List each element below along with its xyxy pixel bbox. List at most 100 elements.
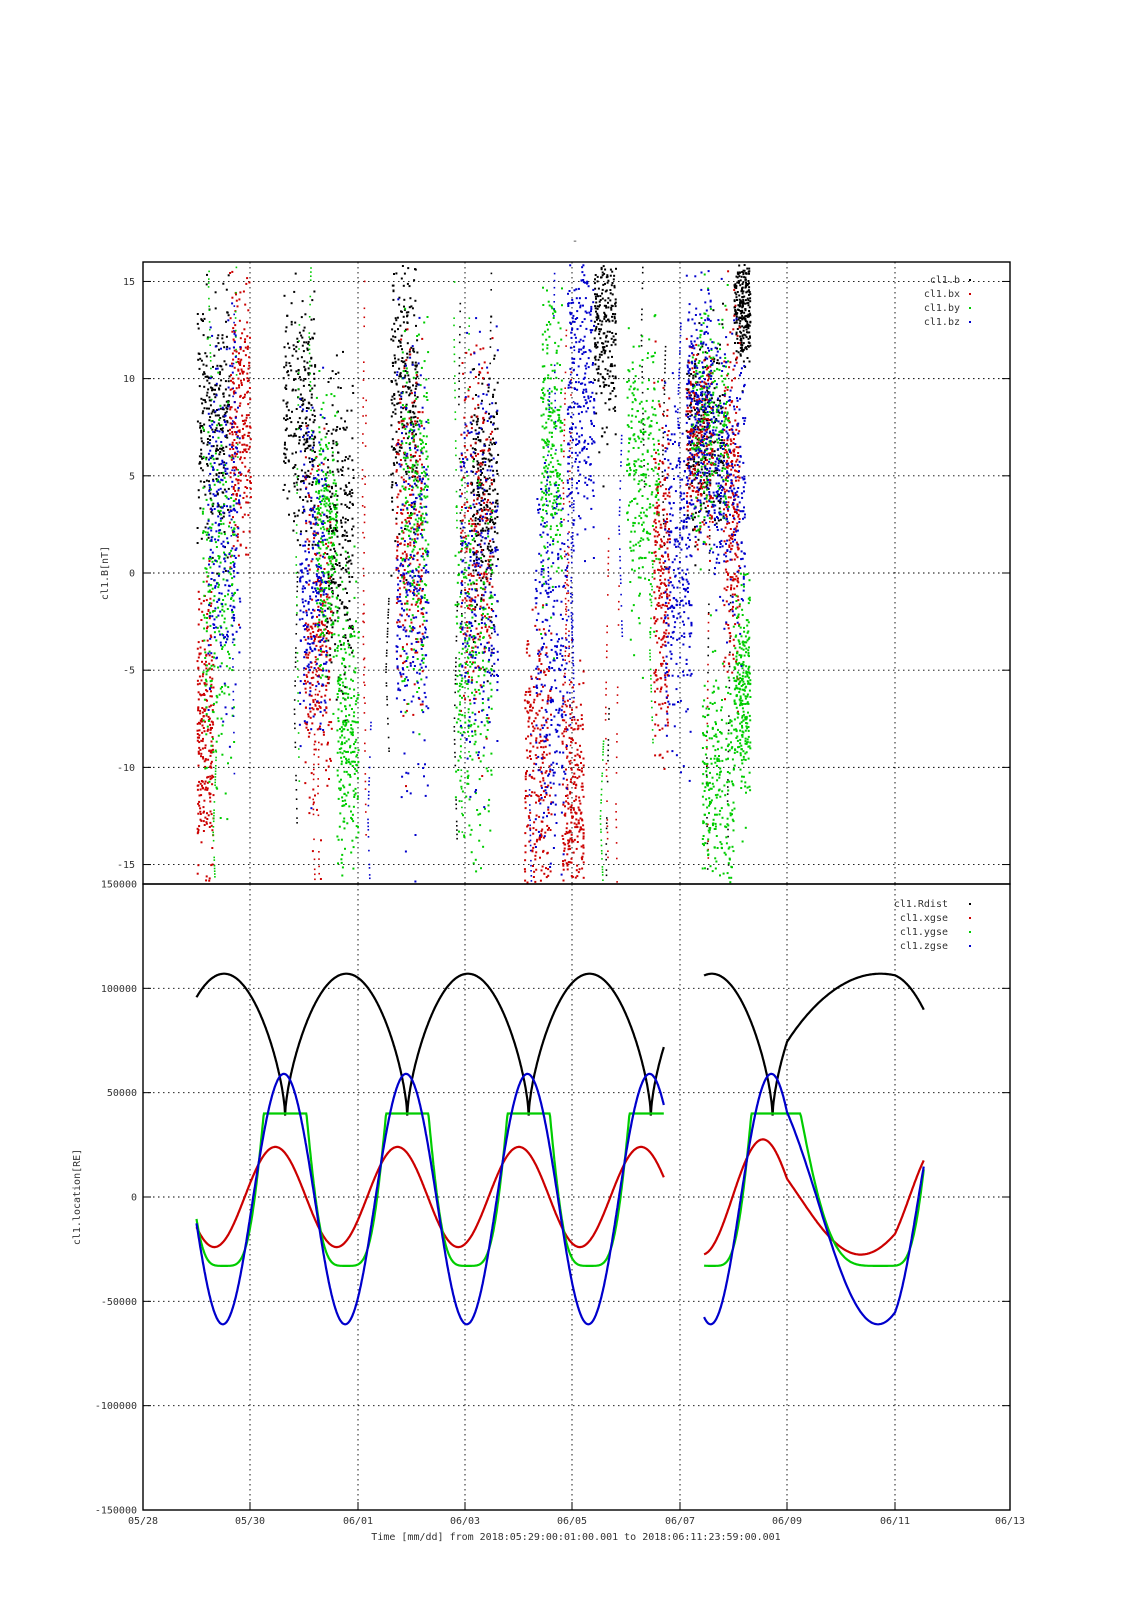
bfield-point (662, 522, 665, 525)
bfield-point (362, 433, 364, 435)
bfield-point (705, 419, 708, 422)
bfield-point (716, 362, 718, 364)
bfield-point (473, 368, 475, 371)
bfield-point (327, 639, 330, 642)
bfield-point (700, 468, 703, 471)
bfield-point (686, 410, 689, 413)
bfield-point (614, 409, 617, 412)
bfield-point (328, 596, 331, 599)
bfield-point (341, 460, 344, 463)
bfield-point (401, 426, 404, 429)
bfield-point (687, 391, 690, 394)
bfield-point (736, 356, 739, 359)
bfield-point (729, 528, 732, 530)
bfield-point (744, 334, 747, 337)
bfield-point (330, 661, 333, 664)
bfield-point (235, 466, 237, 469)
bfield-point (483, 668, 486, 671)
bfield-point (668, 594, 671, 597)
bfield-point (727, 624, 730, 626)
bfield-point (571, 719, 573, 722)
bfield-point (699, 528, 702, 531)
bfield-point (737, 351, 740, 354)
bfield-point (550, 632, 553, 635)
bfield-point (208, 877, 211, 880)
bfield-point (486, 603, 489, 606)
bfield-point (483, 361, 486, 364)
bfield-point (205, 394, 208, 397)
bfield-point (484, 615, 486, 618)
bfield-point (199, 693, 202, 696)
bfield-point (202, 787, 205, 790)
bfield-point (735, 460, 738, 463)
bfield-point (454, 764, 457, 767)
bfield-point (293, 348, 296, 351)
bfield-point (693, 478, 696, 481)
bfield-point (733, 284, 736, 287)
bfield-point (340, 503, 343, 506)
bfield-point (728, 686, 731, 689)
bfield-point (733, 511, 736, 513)
bfield-point (707, 654, 709, 657)
bfield-point (747, 324, 750, 326)
bfield-point (605, 344, 608, 347)
bfield-point (481, 517, 484, 520)
bfield-point (326, 784, 329, 787)
bfield-point (575, 818, 578, 821)
bfield-point (727, 750, 730, 753)
bfield-point (351, 384, 354, 387)
bfield-point (297, 373, 300, 375)
bfield-point (534, 624, 537, 627)
bfield-point (304, 721, 307, 724)
bfield-point (540, 663, 543, 665)
bfield-point (325, 688, 328, 691)
bfield-point (390, 380, 393, 383)
bfield-point (244, 465, 247, 468)
bfield-point (218, 388, 221, 391)
bfield-point (746, 322, 749, 325)
bfield-point (725, 589, 728, 592)
bfield-point (696, 490, 699, 493)
bfield-point (412, 455, 415, 458)
bfield-point (400, 443, 403, 446)
bfield-point (660, 540, 663, 543)
bfield-point (394, 317, 397, 320)
bfield-point (475, 583, 478, 585)
bfield-point (567, 592, 570, 594)
bfield-point (337, 585, 340, 588)
bfield-point (729, 576, 732, 578)
bfield-point (655, 620, 658, 623)
bfield-point (460, 709, 462, 712)
bfield-point (200, 619, 203, 621)
bfield-point (666, 750, 669, 753)
bfield-point (210, 636, 213, 639)
bfield-point (339, 427, 341, 430)
bfield-point (455, 820, 458, 823)
bfield-point (693, 472, 696, 475)
bfield-point (400, 675, 403, 678)
bfield-point (385, 655, 388, 657)
bfield-point (406, 512, 409, 514)
bfield-point (728, 665, 731, 668)
bfield-point (344, 636, 347, 639)
bfield-point (303, 360, 306, 363)
bfield-point (730, 401, 733, 404)
bfield-point (403, 574, 405, 577)
bfield-point (579, 817, 582, 820)
bfield-point (594, 363, 597, 366)
bfield-point (399, 372, 402, 375)
bfield-point (736, 299, 738, 301)
bfield-point (696, 399, 698, 402)
bfield-point (602, 346, 605, 349)
bfield-point (695, 452, 698, 455)
bfield-point (538, 815, 541, 818)
bfield-point (340, 417, 343, 420)
bfield-point (710, 516, 713, 519)
bfield-point (241, 372, 244, 375)
bfield-point (311, 483, 314, 486)
bfield-point (222, 282, 225, 285)
bfield-point (346, 592, 348, 594)
bfield-point (705, 485, 708, 488)
bfield-point (738, 325, 741, 328)
bfield-point (610, 344, 613, 347)
